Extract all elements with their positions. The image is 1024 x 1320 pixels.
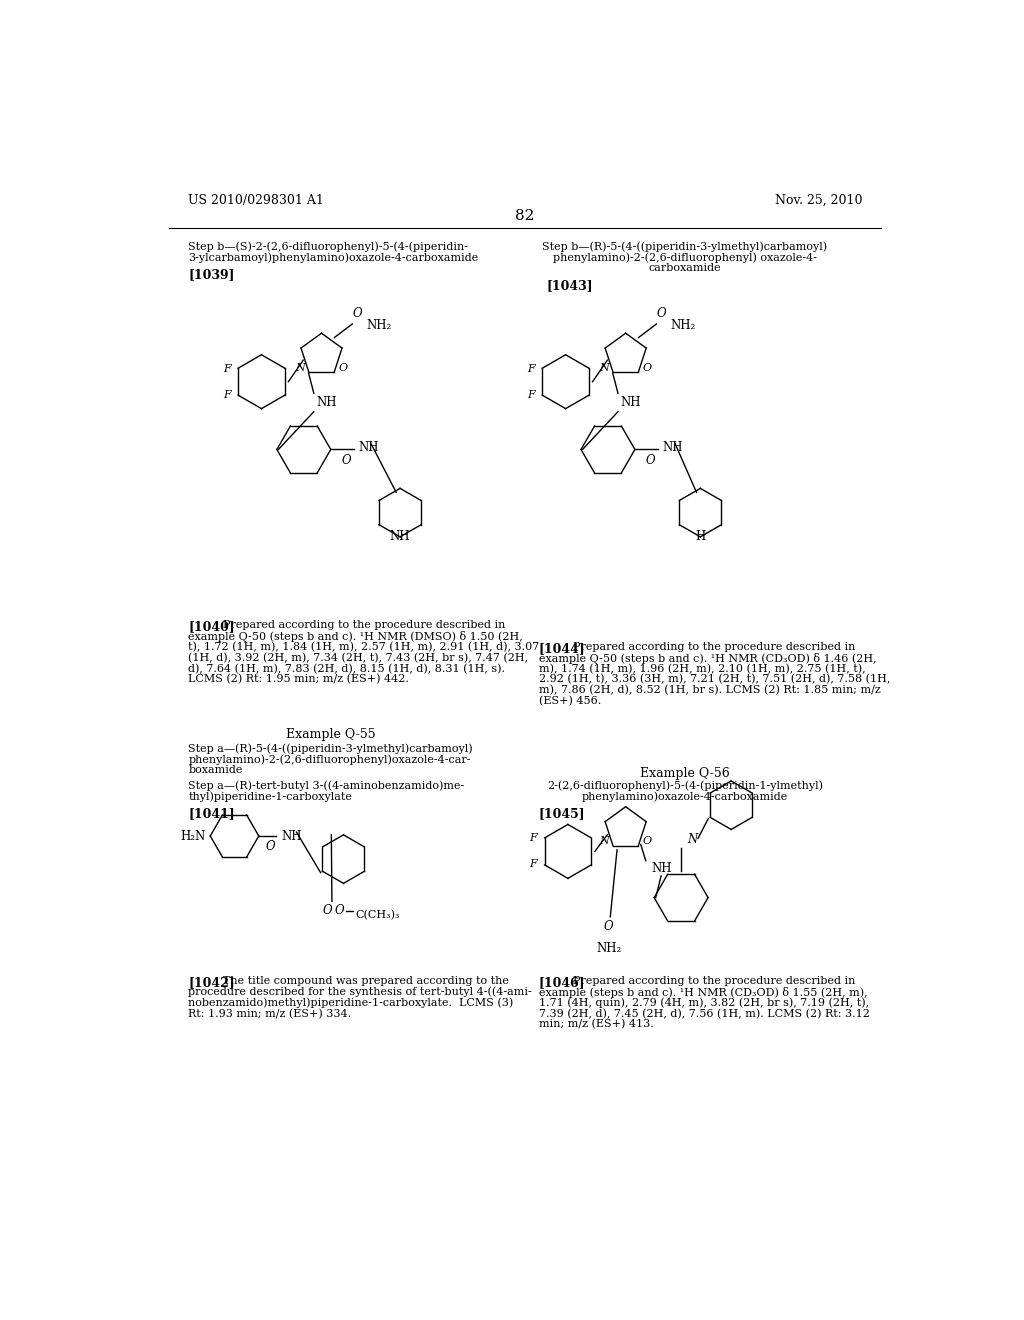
- Text: O: O: [339, 363, 347, 372]
- Text: 2.92 (1H, t), 3.36 (3H, m), 7.21 (2H, t), 7.51 (2H, d), 7.58 (1H,: 2.92 (1H, t), 3.36 (3H, m), 7.21 (2H, t)…: [539, 675, 890, 685]
- Text: O: O: [335, 904, 344, 917]
- Text: O: O: [352, 306, 361, 319]
- Text: NH₂: NH₂: [596, 942, 622, 956]
- Text: (1H, d), 3.92 (2H, m), 7.34 (2H, t), 7.43 (2H, br s), 7.47 (2H,: (1H, d), 3.92 (2H, m), 7.34 (2H, t), 7.4…: [188, 653, 528, 663]
- Text: thyl)piperidine-1-carboxylate: thyl)piperidine-1-carboxylate: [188, 792, 352, 803]
- Text: [1044]: [1044]: [539, 642, 586, 655]
- Text: F: F: [529, 833, 538, 843]
- Text: Prepared according to the procedure described in: Prepared according to the procedure desc…: [223, 620, 505, 631]
- Text: Step a—(R)-tert-butyl 3-((4-aminobenzamido)me-: Step a—(R)-tert-butyl 3-((4-aminobenzami…: [188, 780, 465, 791]
- Text: procedure described for the synthesis of tert-butyl 4-((4-ami-: procedure described for the synthesis of…: [188, 987, 532, 998]
- Text: min; m/z (ES+) 413.: min; m/z (ES+) 413.: [539, 1019, 653, 1030]
- Text: F: F: [529, 859, 538, 870]
- Text: H: H: [695, 531, 706, 543]
- Text: Step a—(R)-5-(4-((piperidin-3-ylmethyl)carbamoyl): Step a—(R)-5-(4-((piperidin-3-ylmethyl)c…: [188, 743, 473, 754]
- Text: N: N: [599, 837, 609, 846]
- Text: [1045]: [1045]: [539, 807, 586, 820]
- Text: [1046]: [1046]: [539, 977, 586, 989]
- Text: H₂N: H₂N: [180, 829, 206, 842]
- Text: example Q-50 (steps b and c). ¹H NMR (CD₃OD) δ 1.46 (2H,: example Q-50 (steps b and c). ¹H NMR (CD…: [539, 653, 877, 664]
- Text: O: O: [643, 837, 652, 846]
- Text: [1043]: [1043]: [547, 280, 593, 292]
- Text: m), 7.86 (2H, d), 8.52 (1H, br s). LCMS (2) Rt: 1.85 min; m/z: m), 7.86 (2H, d), 8.52 (1H, br s). LCMS …: [539, 685, 881, 696]
- Text: [1039]: [1039]: [188, 268, 234, 281]
- Text: F: F: [223, 363, 230, 374]
- Text: NH: NH: [621, 396, 641, 409]
- Text: LCMS (2) Rt: 1.95 min; m/z (ES+) 442.: LCMS (2) Rt: 1.95 min; m/z (ES+) 442.: [188, 675, 410, 685]
- Text: O: O: [265, 841, 275, 853]
- Text: US 2010/0298301 A1: US 2010/0298301 A1: [188, 194, 325, 207]
- Text: NH: NH: [316, 396, 337, 409]
- Text: [1040]: [1040]: [188, 620, 236, 634]
- Text: boxamide: boxamide: [188, 766, 243, 775]
- Text: O: O: [656, 306, 666, 319]
- Text: phenylamino)oxazole-4-carboxamide: phenylamino)oxazole-4-carboxamide: [582, 792, 788, 803]
- Text: carboxamide: carboxamide: [648, 263, 721, 273]
- Text: (ES+) 456.: (ES+) 456.: [539, 696, 601, 706]
- Text: Prepared according to the procedure described in: Prepared according to the procedure desc…: [573, 642, 856, 652]
- Text: Step b—(R)-5-(4-((piperidin-3-ylmethyl)carbamoyl): Step b—(R)-5-(4-((piperidin-3-ylmethyl)c…: [543, 242, 827, 252]
- Text: example Q-50 (steps b and c). ¹H NMR (DMSO) δ 1.50 (2H,: example Q-50 (steps b and c). ¹H NMR (DM…: [188, 631, 523, 643]
- Text: Rt: 1.93 min; m/z (ES+) 334.: Rt: 1.93 min; m/z (ES+) 334.: [188, 1008, 351, 1019]
- Text: 2-(2,6-difluorophenyl)-5-(4-(piperidin-1-ylmethyl): 2-(2,6-difluorophenyl)-5-(4-(piperidin-1…: [547, 780, 823, 791]
- Text: F: F: [223, 389, 230, 400]
- Text: O: O: [604, 920, 613, 933]
- Text: [1041]: [1041]: [188, 807, 236, 820]
- Text: NH₂: NH₂: [367, 319, 391, 333]
- Text: NH: NH: [651, 862, 672, 875]
- Text: F: F: [527, 363, 535, 374]
- Text: nobenzamido)methyl)piperidine-1-carboxylate.  LCMS (3): nobenzamido)methyl)piperidine-1-carboxyl…: [188, 998, 514, 1008]
- Text: [1042]: [1042]: [188, 977, 236, 989]
- Text: d), 7.64 (1H, m), 7.83 (2H, d), 8.15 (1H, d), 8.31 (1H, s).: d), 7.64 (1H, m), 7.83 (2H, d), 8.15 (1H…: [188, 664, 505, 675]
- Text: 1.71 (4H, quin), 2.79 (4H, m), 3.82 (2H, br s), 7.19 (2H, t),: 1.71 (4H, quin), 2.79 (4H, m), 3.82 (2H,…: [539, 998, 868, 1008]
- Text: m), 1.74 (1H, m), 1.96 (2H, m), 2.10 (1H, m), 2.75 (1H, t),: m), 1.74 (1H, m), 1.96 (2H, m), 2.10 (1H…: [539, 664, 865, 675]
- Text: N: N: [687, 833, 697, 846]
- Text: O: O: [341, 454, 351, 467]
- Text: NH: NH: [358, 441, 379, 454]
- Text: Example Q-56: Example Q-56: [640, 767, 730, 780]
- Text: 82: 82: [515, 209, 535, 223]
- Text: t), 1.72 (1H, m), 1.84 (1H, m), 2.57 (1H, m), 2.91 (1H, d), 3.07: t), 1.72 (1H, m), 1.84 (1H, m), 2.57 (1H…: [188, 642, 540, 652]
- Text: N: N: [599, 363, 609, 372]
- Text: NH: NH: [390, 531, 411, 543]
- Text: Prepared according to the procedure described in: Prepared according to the procedure desc…: [573, 977, 856, 986]
- Text: 3-ylcarbamoyl)phenylamino)oxazole-4-carboxamide: 3-ylcarbamoyl)phenylamino)oxazole-4-carb…: [188, 252, 478, 263]
- Text: The title compound was prepared according to the: The title compound was prepared accordin…: [223, 977, 509, 986]
- Text: O: O: [643, 363, 652, 372]
- Text: C(CH₃)₃: C(CH₃)₃: [355, 911, 399, 920]
- Text: NH: NH: [663, 441, 683, 454]
- Text: Step b—(S)-2-(2,6-difluorophenyl)-5-(4-(piperidin-: Step b—(S)-2-(2,6-difluorophenyl)-5-(4-(…: [188, 242, 468, 252]
- Text: Example Q-55: Example Q-55: [286, 729, 376, 742]
- Text: F: F: [527, 389, 535, 400]
- Text: example (steps b and c). ¹H NMR (CD₃OD) δ 1.55 (2H, m),: example (steps b and c). ¹H NMR (CD₃OD) …: [539, 987, 867, 998]
- Text: O: O: [645, 454, 655, 467]
- Text: Nov. 25, 2010: Nov. 25, 2010: [774, 194, 862, 207]
- Text: NH₂: NH₂: [671, 319, 695, 333]
- Text: 7.39 (2H, d), 7.45 (2H, d), 7.56 (1H, m). LCMS (2) Rt: 3.12: 7.39 (2H, d), 7.45 (2H, d), 7.56 (1H, m)…: [539, 1008, 869, 1019]
- Text: O: O: [323, 904, 332, 917]
- Text: phenylamino)-2-(2,6-difluorophenyl) oxazole-4-: phenylamino)-2-(2,6-difluorophenyl) oxaz…: [553, 252, 817, 263]
- Text: N: N: [295, 363, 305, 372]
- Text: phenylamino)-2-(2,6-difluorophenyl)oxazole-4-car-: phenylamino)-2-(2,6-difluorophenyl)oxazo…: [188, 755, 471, 766]
- Text: NH: NH: [282, 829, 302, 842]
